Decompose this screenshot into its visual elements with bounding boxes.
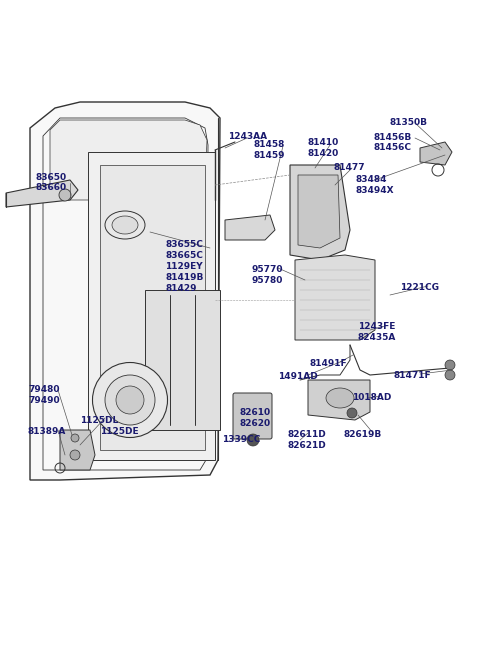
Ellipse shape — [326, 388, 354, 408]
Circle shape — [347, 408, 357, 418]
Text: 81420: 81420 — [308, 149, 339, 158]
Text: 1243FE: 1243FE — [358, 322, 396, 331]
Text: 1339CC: 1339CC — [222, 435, 260, 444]
Polygon shape — [308, 380, 370, 420]
Text: 82621D: 82621D — [288, 441, 327, 450]
Polygon shape — [295, 255, 375, 340]
Text: 95780: 95780 — [252, 276, 283, 285]
Polygon shape — [50, 120, 207, 200]
Text: 82611D: 82611D — [288, 430, 327, 439]
Text: 81429: 81429 — [165, 284, 196, 293]
Polygon shape — [298, 175, 340, 248]
Text: 83650: 83650 — [35, 173, 66, 182]
Text: 1129EY: 1129EY — [165, 262, 203, 271]
Circle shape — [445, 360, 455, 370]
Text: 81459: 81459 — [254, 151, 286, 160]
Polygon shape — [88, 152, 215, 460]
Text: 81456C: 81456C — [373, 143, 411, 152]
Polygon shape — [60, 430, 95, 470]
Ellipse shape — [105, 375, 155, 425]
Text: 82610: 82610 — [240, 408, 271, 417]
Polygon shape — [6, 180, 78, 207]
Ellipse shape — [105, 211, 145, 239]
FancyBboxPatch shape — [233, 393, 272, 439]
Text: 81471F: 81471F — [393, 371, 431, 380]
Polygon shape — [290, 165, 350, 260]
Text: 81477: 81477 — [333, 163, 365, 172]
Text: 83484: 83484 — [356, 175, 387, 184]
Text: 83665C: 83665C — [165, 251, 203, 260]
Text: 81410: 81410 — [308, 138, 339, 147]
Text: 82435A: 82435A — [358, 333, 396, 342]
Circle shape — [445, 370, 455, 380]
Text: 1018AD: 1018AD — [352, 393, 391, 402]
Text: 79490: 79490 — [28, 396, 60, 405]
Text: 81491F: 81491F — [310, 359, 348, 368]
Ellipse shape — [116, 386, 144, 414]
Polygon shape — [145, 290, 220, 430]
Circle shape — [247, 434, 259, 446]
Text: 81456B: 81456B — [373, 133, 411, 142]
Text: 83660: 83660 — [35, 183, 66, 192]
Text: 1243AA: 1243AA — [228, 132, 267, 141]
Text: 95770: 95770 — [252, 265, 284, 274]
Text: 81419B: 81419B — [165, 273, 204, 282]
Text: 79480: 79480 — [28, 385, 60, 394]
Text: 1125DE: 1125DE — [100, 427, 139, 436]
Text: 81458: 81458 — [254, 140, 286, 149]
Text: 1491AD: 1491AD — [278, 372, 318, 381]
Text: 1221CG: 1221CG — [400, 283, 439, 292]
Polygon shape — [100, 165, 205, 450]
Polygon shape — [225, 215, 275, 240]
Ellipse shape — [93, 362, 168, 438]
Ellipse shape — [112, 216, 138, 234]
Circle shape — [70, 450, 80, 460]
Circle shape — [59, 189, 71, 201]
Text: 83494X: 83494X — [356, 186, 395, 195]
Text: 81350B: 81350B — [390, 118, 428, 127]
Text: 82619B: 82619B — [343, 430, 381, 439]
Text: 1125DL: 1125DL — [80, 416, 118, 425]
Polygon shape — [420, 142, 452, 165]
Text: 82620: 82620 — [240, 419, 271, 428]
Circle shape — [71, 434, 79, 442]
Text: 81389A: 81389A — [28, 427, 66, 436]
Text: 83655C: 83655C — [165, 240, 203, 249]
Polygon shape — [30, 102, 220, 480]
